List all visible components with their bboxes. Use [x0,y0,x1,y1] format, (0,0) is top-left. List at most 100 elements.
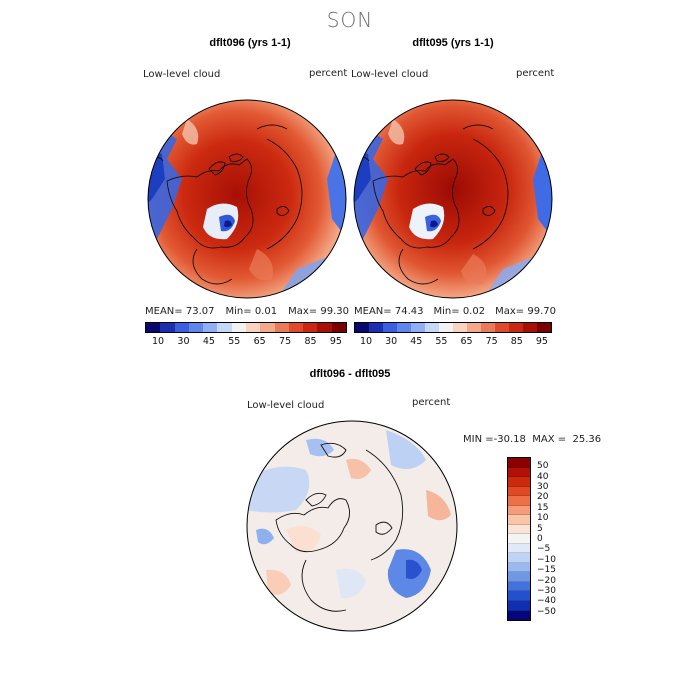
diff-colorbar-swatch [508,477,530,487]
colorbar-tick-label: 85 [304,336,317,347]
colorbar-swatch [188,323,204,332]
panel-2-stats: MEAN= 74.43 Min= 0.02 Max= 99.70 [354,306,556,317]
colorbar-swatch [160,323,175,332]
panel-1-colorbar-ticks: 10 30 45 55 65 75 85 95 [152,336,342,347]
panel-1-title: dflt096 (yrs 1-1) [209,37,291,49]
diff-min-max: MIN =-30.18 MAX = 25.36 [463,434,601,445]
panel-1-field-label: Low-level cloud [143,69,221,80]
colorbar-swatch [523,323,537,332]
panel-2-colorbar-ticks: 10 30 45 55 65 75 85 95 [360,336,548,347]
colorbar-swatch [453,323,467,332]
diff-colorbar-swatch [508,505,530,516]
diff-field-label: Low-level cloud [247,400,325,411]
panel-2-title: dflt095 (yrs 1-1) [412,37,494,49]
colorbar-swatch [481,323,495,332]
diff-colorbar-swatch [508,467,530,478]
diff-colorbar-tick-label: 50 [537,461,549,472]
colorbar-tick-label: 10 [152,336,165,347]
diff-colorbar-swatch [508,496,530,506]
colorbar-swatch [411,323,425,332]
diff-max-label: MAX = [532,434,567,445]
colorbar-swatch [509,323,523,332]
colorbar-tick-label: 65 [253,336,266,347]
diff-colorbar-tick-label: 15 [537,502,549,513]
colorbar-tick-label: 55 [435,336,448,347]
colorbar-swatch [146,323,161,332]
colorbar-swatch [274,323,289,332]
diff-colorbar-swatch [508,486,530,497]
diff-colorbar [507,457,531,621]
colorbar-tick-label: 95 [329,336,342,347]
colorbar-swatch [174,323,189,332]
colorbar-tick-label: 45 [202,336,215,347]
panel-1-max-label: Max= [288,306,318,317]
diff-colorbar-tick-label: 40 [537,471,549,482]
diff-colorbar-swatch [508,458,530,468]
panel-1-mean: 73.07 [185,306,215,317]
colorbar-tick-label: 85 [510,336,523,347]
diff-colorbar-tick-label: 20 [537,492,549,503]
colorbar-tick-label: 65 [460,336,473,347]
colorbar-swatch [245,323,261,332]
panel-1-colorbar [145,322,347,333]
diff-colorbar-swatch [508,543,530,554]
panel-1-min: 0.01 [254,306,278,317]
diff-colorbar-tick-label: −40 [537,596,556,607]
diff-colorbar-swatch [508,572,530,582]
diff-title: dflt096 - dflt095 [309,368,391,380]
colorbar-tick-label: 75 [279,336,292,347]
panel-1-units: percent [309,68,348,79]
colorbar-swatch [260,323,275,332]
colorbar-tick-label: 30 [177,336,190,347]
diff-colorbar-tick-label: −30 [537,586,556,597]
colorbar-swatch [288,323,304,332]
diff-min: -30.18 [493,434,526,445]
season-title: SON [326,8,374,32]
diff-colorbar-swatch [508,534,530,544]
colorbar-swatch [495,323,509,332]
colorbar-tick-label: 55 [228,336,241,347]
colorbar-tick-label: 95 [535,336,548,347]
diff-colorbar-swatch [508,553,530,563]
panel-2-mean: 74.43 [394,306,424,317]
panel-2-field-label: Low-level cloud [351,69,429,80]
diff-min-label: MIN = [463,434,494,445]
diff-colorbar-swatch [508,610,530,621]
diff-colorbar-swatch [508,515,530,525]
colorbar-swatch [369,323,383,332]
diff-colorbar-tick-label: 30 [537,482,549,493]
colorbar-swatch [425,323,439,332]
diff-units: percent [412,397,451,408]
panel-1-max: 99.30 [320,306,349,317]
diff-colorbar-swatch [508,600,530,611]
panel-1-min-label: Min= [225,306,252,317]
colorbar-swatch [203,323,218,332]
colorbar-swatch [537,323,551,332]
panel-2-min-label: Min= [433,306,460,317]
diff-colorbar-tick-label: 5 [537,523,543,534]
diff-colorbar-swatch [508,591,530,601]
diff-colorbar-swatch [508,562,530,573]
colorbar-swatch [217,323,232,332]
colorbar-swatch [383,323,397,332]
panel-1-mean-label: MEAN= [145,306,183,317]
diff-max: 25.36 [572,434,602,445]
colorbar-swatch [439,323,453,332]
colorbar-swatch [397,323,411,332]
diff-colorbar-swatch [508,581,530,592]
panel-1-map [147,99,347,299]
diff-colorbar-ticks: 50 40 30 20 15 10 5 0 −5 −10 −15 −20 −30 −40 −50 [537,461,577,617]
panel-2-max: 99.70 [527,306,556,317]
panel-2-max-label: Max= [495,306,525,317]
colorbar-swatch [317,323,332,332]
panel-2-min: 0.02 [462,306,486,317]
panel-2-colorbar [354,322,552,333]
panel-2-map [353,99,553,299]
diff-map [246,420,458,632]
diff-colorbar-tick-label: −5 [537,544,551,555]
diff-colorbar-tick-label: −20 [537,575,556,586]
diff-colorbar-swatch [508,524,530,535]
diff-colorbar-tick-label: 0 [537,534,543,545]
colorbar-swatch [303,323,318,332]
panel-1-stats: MEAN= 73.07 Min= 0.01 Max= 99.30 [145,306,349,317]
